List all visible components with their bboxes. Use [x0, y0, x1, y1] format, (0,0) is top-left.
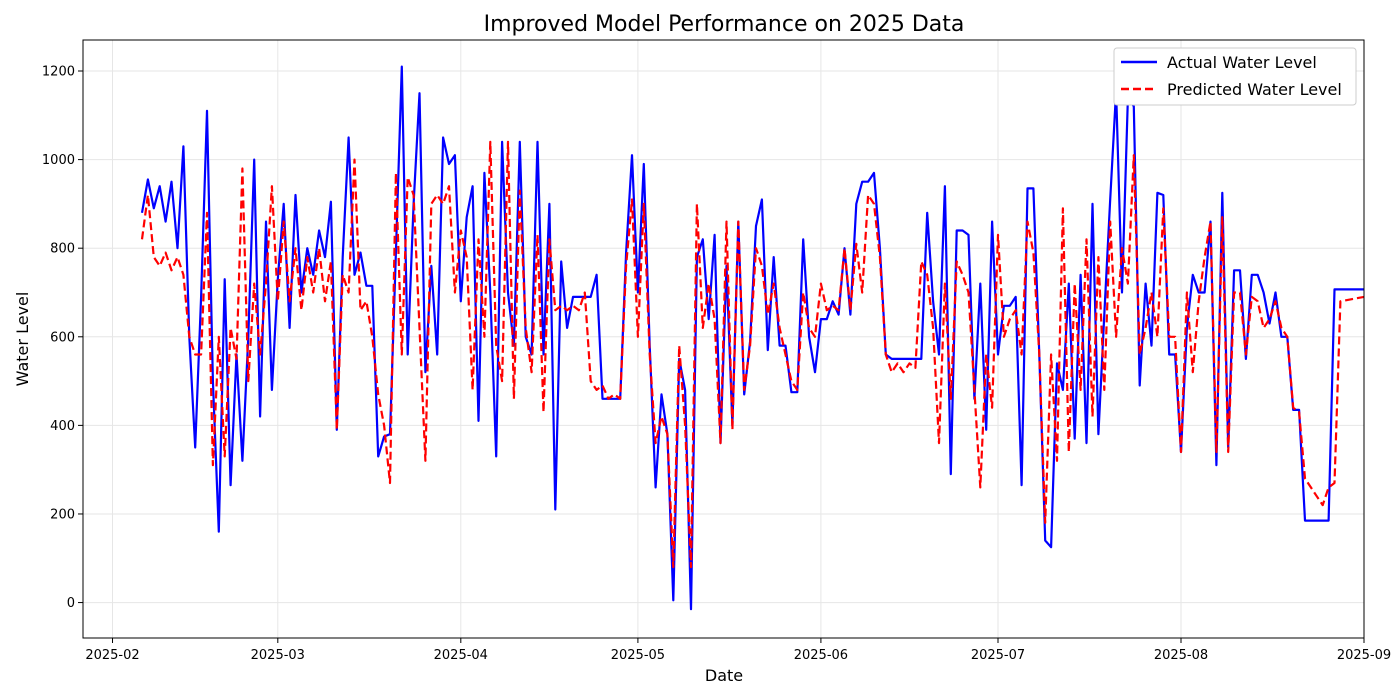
- y-tick-label: 1000: [42, 153, 75, 168]
- plot-series: [140, 65, 1364, 611]
- x-tick-label: 2025-03: [251, 648, 305, 663]
- y-tick-label: 600: [50, 330, 75, 345]
- y-tick-label: 200: [50, 507, 75, 522]
- x-tick-label: 2025-05: [611, 648, 665, 663]
- legend: Actual Water Level Predicted Water Level: [1113, 47, 1357, 106]
- series-line-predicted: [140, 140, 1364, 569]
- x-tick-label: 2025-08: [1154, 648, 1208, 663]
- y-axis-title: Water Level: [13, 292, 32, 387]
- x-tick-label: 2025-02: [85, 648, 139, 663]
- x-axis-title: Date: [705, 666, 743, 685]
- legend-box: [1113, 47, 1357, 106]
- x-tick-label: 2025-09: [1337, 648, 1391, 663]
- plot-frame: [82, 39, 1365, 639]
- x-tick-label: 2025-06: [794, 648, 848, 663]
- y-tick-label: 0: [67, 596, 75, 611]
- y-axis: 0 200 400 600 800 1000 1200: [42, 65, 83, 611]
- legend-label-actual: Actual Water Level: [1167, 53, 1317, 72]
- y-tick-label: 800: [50, 242, 75, 257]
- y-tick-label: 400: [50, 419, 75, 434]
- y-tick-label: 1200: [42, 65, 75, 80]
- x-tick-label: 2025-07: [971, 648, 1025, 663]
- legend-label-predicted: Predicted Water Level: [1167, 80, 1342, 99]
- chart-title: Improved Model Performance on 2025 Data: [484, 12, 965, 37]
- x-axis: 2025-02 2025-03 2025-04 2025-05 2025-06 2025-…: [85, 638, 1391, 663]
- x-tick-label: 2025-04: [434, 648, 488, 663]
